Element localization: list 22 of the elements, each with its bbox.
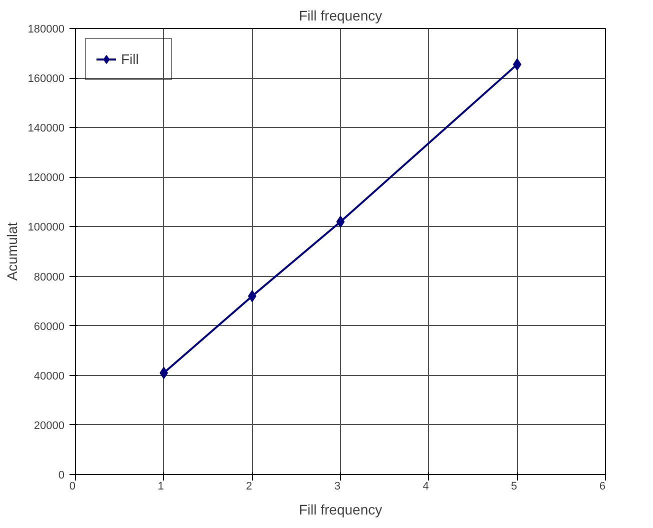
y-axis-title: Acumulat (4, 222, 20, 281)
x-axis-title: Fill frequency (298, 502, 382, 518)
y-tick-label: 60000 (34, 320, 65, 333)
y-tick-label: 20000 (34, 420, 65, 432)
y-tick-label: 80000 (34, 271, 65, 284)
x-tick-label: 4 (422, 480, 429, 492)
y-tick-label: 0 (58, 470, 65, 482)
point (336, 216, 345, 228)
y-tick-label: 100000 (28, 222, 65, 234)
x-tick-label: 6 (599, 480, 606, 492)
legend-label: Fill (121, 51, 140, 67)
x-tick-label: 2 (246, 480, 252, 492)
x-tick-label: 1 (158, 480, 164, 492)
y-tick-label: 180000 (28, 24, 65, 36)
x-tick-label: 5 (511, 480, 518, 492)
y-tick-label: 160000 (28, 73, 65, 86)
x-tick-label: 0 (69, 480, 76, 492)
y-tick-label: 120000 (28, 172, 65, 184)
y-tick-label: 40000 (34, 370, 65, 382)
chart-title: Fill frequency (298, 8, 382, 24)
x-tick-label: 3 (334, 480, 341, 492)
y-tick-label: 140000 (28, 122, 65, 135)
